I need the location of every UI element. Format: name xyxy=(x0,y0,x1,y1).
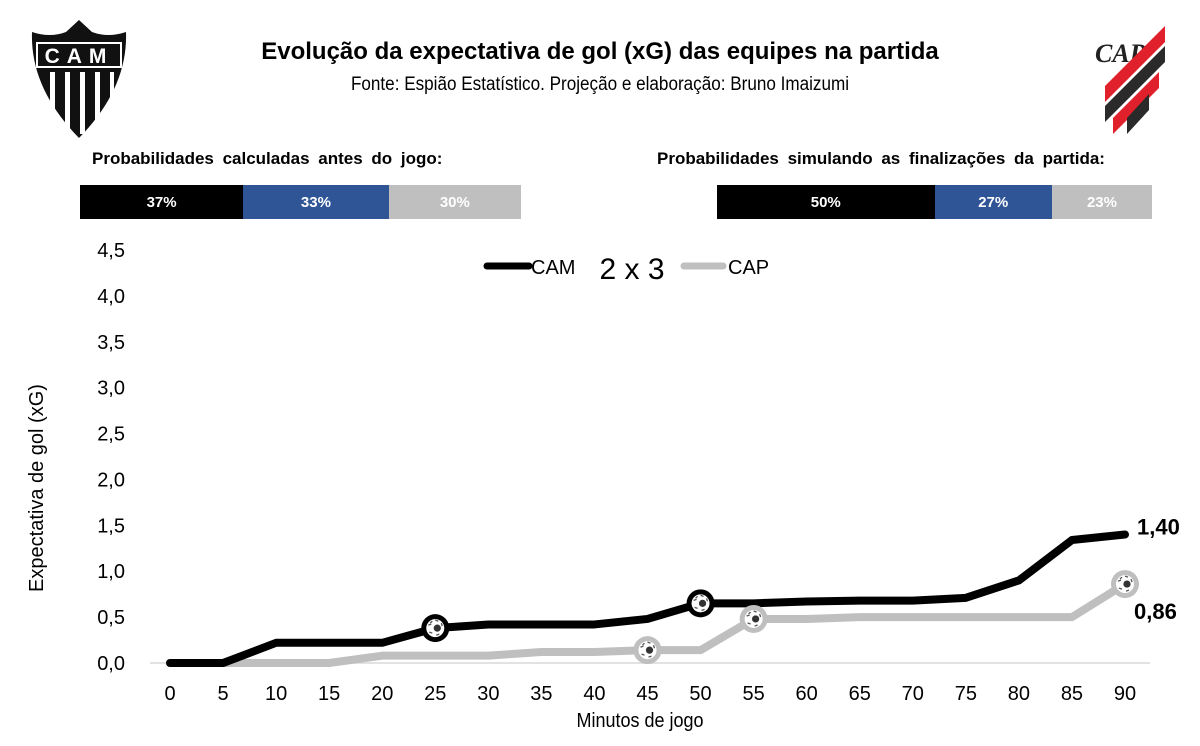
y-tick-label: 0,5 xyxy=(97,607,125,629)
y-axis-label: Expectativa de gol (xG) xyxy=(26,384,48,592)
x-tick-label: 90 xyxy=(1114,683,1136,705)
x-tick-label: 45 xyxy=(636,683,658,705)
y-tick-label: 3,0 xyxy=(97,378,125,400)
goal-ball-icon-cam xyxy=(686,589,715,618)
goal-ball-icon-cap xyxy=(633,636,662,665)
cap-crest-logo: CAP xyxy=(1095,26,1165,134)
x-axis-label: Minutos de jogo xyxy=(576,710,703,732)
chart-title: Evolução da expectativa de gol (xG) das … xyxy=(261,38,939,65)
xg-line-chart: 0,0 0,5 1,0 1,5 2,0 2,5 3,0 3,5 4,0 4,5 0 5 10 15 20 2… xyxy=(26,240,1180,732)
x-tick-label: 30 xyxy=(477,683,499,705)
y-tick-label: 1,5 xyxy=(97,515,125,537)
y-tick-label: 1,0 xyxy=(97,561,125,583)
legend: CAM 2 x 3 CAP xyxy=(483,253,769,286)
pre-match-draw-segment: 33% xyxy=(243,185,389,219)
x-tick-label: 35 xyxy=(530,683,552,705)
cap-end-label: 0,86 xyxy=(1134,599,1177,624)
x-tick-label: 75 xyxy=(955,683,977,705)
goal-ball-icon-cap xyxy=(739,604,768,633)
pre-match-probabilities-title: Probabilidades calculadas antes do jogo: xyxy=(92,149,443,168)
simulated-probabilities-title: Probabilidades simulando as finalizações… xyxy=(657,149,1105,168)
goal-ball-icon-cam xyxy=(421,614,450,643)
legend-score: 2 x 3 xyxy=(599,253,664,286)
x-tick-label: 20 xyxy=(371,683,393,705)
legend-cap-label: CAP xyxy=(728,257,769,279)
y-tick-label: 2,0 xyxy=(97,469,125,491)
x-tick-label: 15 xyxy=(318,683,340,705)
x-tick-label: 50 xyxy=(689,683,711,705)
x-axis-ticks: 0 5 10 15 20 25 30 35 40 45 50 55 60 65 70 75 80 85 90 xyxy=(164,683,1136,705)
y-tick-label: 2,5 xyxy=(97,424,125,446)
y-tick-label: 4,5 xyxy=(97,240,125,262)
pre-match-cap-win-segment: 30% xyxy=(388,185,521,219)
pre-match-cam-win-segment: 37% xyxy=(80,185,244,219)
x-tick-label: 85 xyxy=(1061,683,1083,705)
cam-crest-logo: CAM xyxy=(31,20,127,138)
simulated-cap-win-segment: 23% xyxy=(1051,185,1152,219)
y-tick-label: 3,5 xyxy=(97,332,125,354)
x-tick-label: 80 xyxy=(1008,683,1030,705)
chart-subtitle: Fonte: Espião Estatístico. Projeção e el… xyxy=(350,74,850,95)
goal-ball-icon-cap xyxy=(1111,570,1139,599)
y-tick-label: 4,0 xyxy=(97,286,125,308)
x-tick-label: 55 xyxy=(742,683,764,705)
x-tick-label: 5 xyxy=(217,683,228,705)
x-tick-label: 40 xyxy=(583,683,605,705)
x-tick-label: 0 xyxy=(164,683,175,705)
x-tick-label: 70 xyxy=(902,683,924,705)
y-axis-ticks: 0,0 0,5 1,0 1,5 2,0 2,5 3,0 3,5 4,0 4,5 xyxy=(97,240,125,675)
x-tick-label: 65 xyxy=(849,683,871,705)
simulated-probability-bar: 50% 27% 23% xyxy=(717,185,1152,219)
y-tick-label: 0,0 xyxy=(97,653,125,675)
x-tick-label: 10 xyxy=(265,683,287,705)
x-tick-label: 60 xyxy=(796,683,818,705)
cam-logo-text: CAM xyxy=(45,45,114,68)
legend-cam-label: CAM xyxy=(531,257,575,279)
series-line-cam xyxy=(166,530,1129,667)
cam-end-label: 1,40 xyxy=(1137,515,1180,540)
simulated-draw-segment: 27% xyxy=(934,185,1052,219)
simulated-cam-win-segment: 50% xyxy=(717,185,935,219)
x-tick-label: 25 xyxy=(424,683,446,705)
pre-match-probability-bar: 37% 33% 30% xyxy=(80,185,521,219)
